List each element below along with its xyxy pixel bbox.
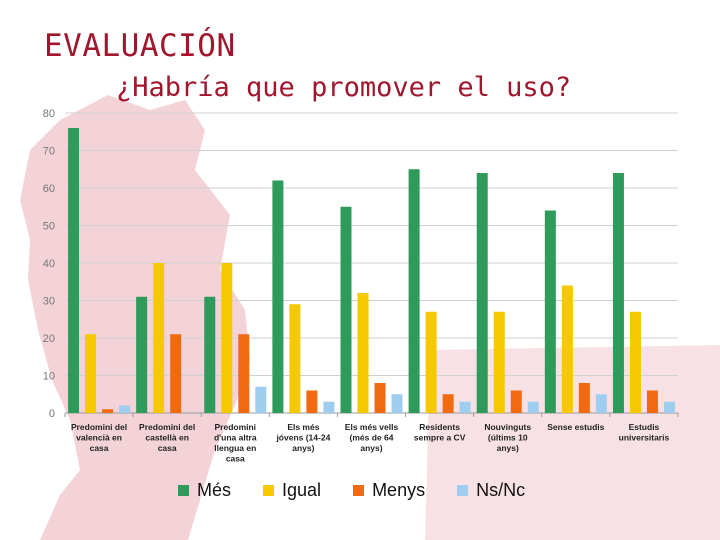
legend-swatch	[457, 484, 469, 496]
bar-m-s-4	[272, 180, 284, 413]
bar-m-s-6	[408, 169, 420, 413]
bar-igual-7	[493, 311, 505, 413]
slide-title: EVALUACIÓN	[44, 28, 236, 64]
bar-ns-nc-7	[527, 401, 539, 413]
y-tick-label: 20	[43, 333, 55, 345]
bar-ns-nc-9	[663, 401, 675, 413]
x-tick-label: Sense estudis	[547, 422, 604, 432]
bar-ns-nc-4	[323, 401, 335, 413]
legend-item: Menys	[353, 480, 425, 501]
x-tick-label: Residents sempre a CV	[414, 422, 466, 443]
legend-label: Igual	[282, 479, 322, 500]
bar-igual-5	[357, 293, 369, 413]
y-tick-label: 70	[43, 146, 55, 158]
bar-igual-1	[85, 334, 97, 413]
bar-ns-nc-8	[595, 394, 607, 413]
bar-igual-9	[629, 311, 641, 413]
bar-menys-6	[442, 394, 454, 413]
bar-igual-3	[221, 263, 233, 413]
legend-label: Ns/Nc	[476, 479, 526, 500]
bar-menys-2	[170, 334, 182, 413]
legend-swatch	[178, 484, 189, 496]
bar-m-s-7	[476, 173, 488, 413]
legend-label: Més	[197, 479, 232, 500]
legend-swatch	[353, 484, 365, 496]
legend-item: Igual	[263, 480, 321, 501]
y-tick-label: 80	[43, 108, 55, 120]
x-tick-label: Predomini del valencià en casa	[71, 422, 127, 453]
legend-swatch	[263, 484, 275, 496]
bar-m-s-5	[340, 206, 352, 413]
bar-ns-nc-6	[459, 401, 471, 413]
chart-legend: Més Igual Menys Ns/Nc	[178, 478, 557, 502]
bar-menys-8	[578, 383, 590, 413]
bar-m-s-9	[612, 173, 624, 413]
x-tick-label: Els més vells (més de 64 anys)	[345, 422, 399, 453]
bar-m-s-3	[204, 296, 216, 413]
legend-item: Més	[178, 480, 231, 501]
bar-menys-7	[510, 390, 522, 413]
x-tick-label: Nouvinguts (últims 10 anys)	[484, 422, 531, 453]
bar-m-s-2	[136, 296, 148, 413]
x-tick-label: Predomini d'una altra llengua en casa	[214, 422, 257, 464]
bar-igual-4	[289, 304, 301, 413]
bar-m-s-1	[68, 128, 80, 413]
x-tick-label: Estudis universitaris	[619, 422, 670, 443]
y-tick-label: 10	[43, 371, 55, 383]
y-tick-label: 40	[43, 258, 55, 270]
y-tick-label: 60	[43, 183, 55, 195]
bar-ns-nc-3	[255, 386, 267, 413]
legend-item: Ns/Nc	[457, 480, 525, 501]
bar-menys-5	[374, 383, 386, 413]
bar-m-s-8	[544, 210, 556, 413]
y-tick-label: 50	[43, 221, 55, 233]
x-tick-label: Els més jóvens (14-24 anys)	[275, 422, 330, 453]
bar-igual-6	[425, 311, 437, 413]
y-tick-label: 0	[49, 408, 55, 420]
bar-igual-8	[561, 285, 573, 413]
bar-menys-1	[102, 409, 114, 413]
x-tick-label: Predomini del castellà en casa	[139, 422, 195, 453]
bar-ns-nc-1	[119, 405, 131, 413]
bar-menys-3	[238, 334, 250, 413]
slide-subtitle: ¿Habría que promover el uso?	[116, 72, 572, 103]
y-tick-label: 30	[43, 296, 55, 308]
bar-menys-9	[646, 390, 658, 413]
bar-menys-4	[306, 390, 318, 413]
bar-ns-nc-5	[391, 394, 403, 413]
bar-igual-2	[153, 263, 165, 413]
legend-label: Menys	[372, 479, 426, 500]
